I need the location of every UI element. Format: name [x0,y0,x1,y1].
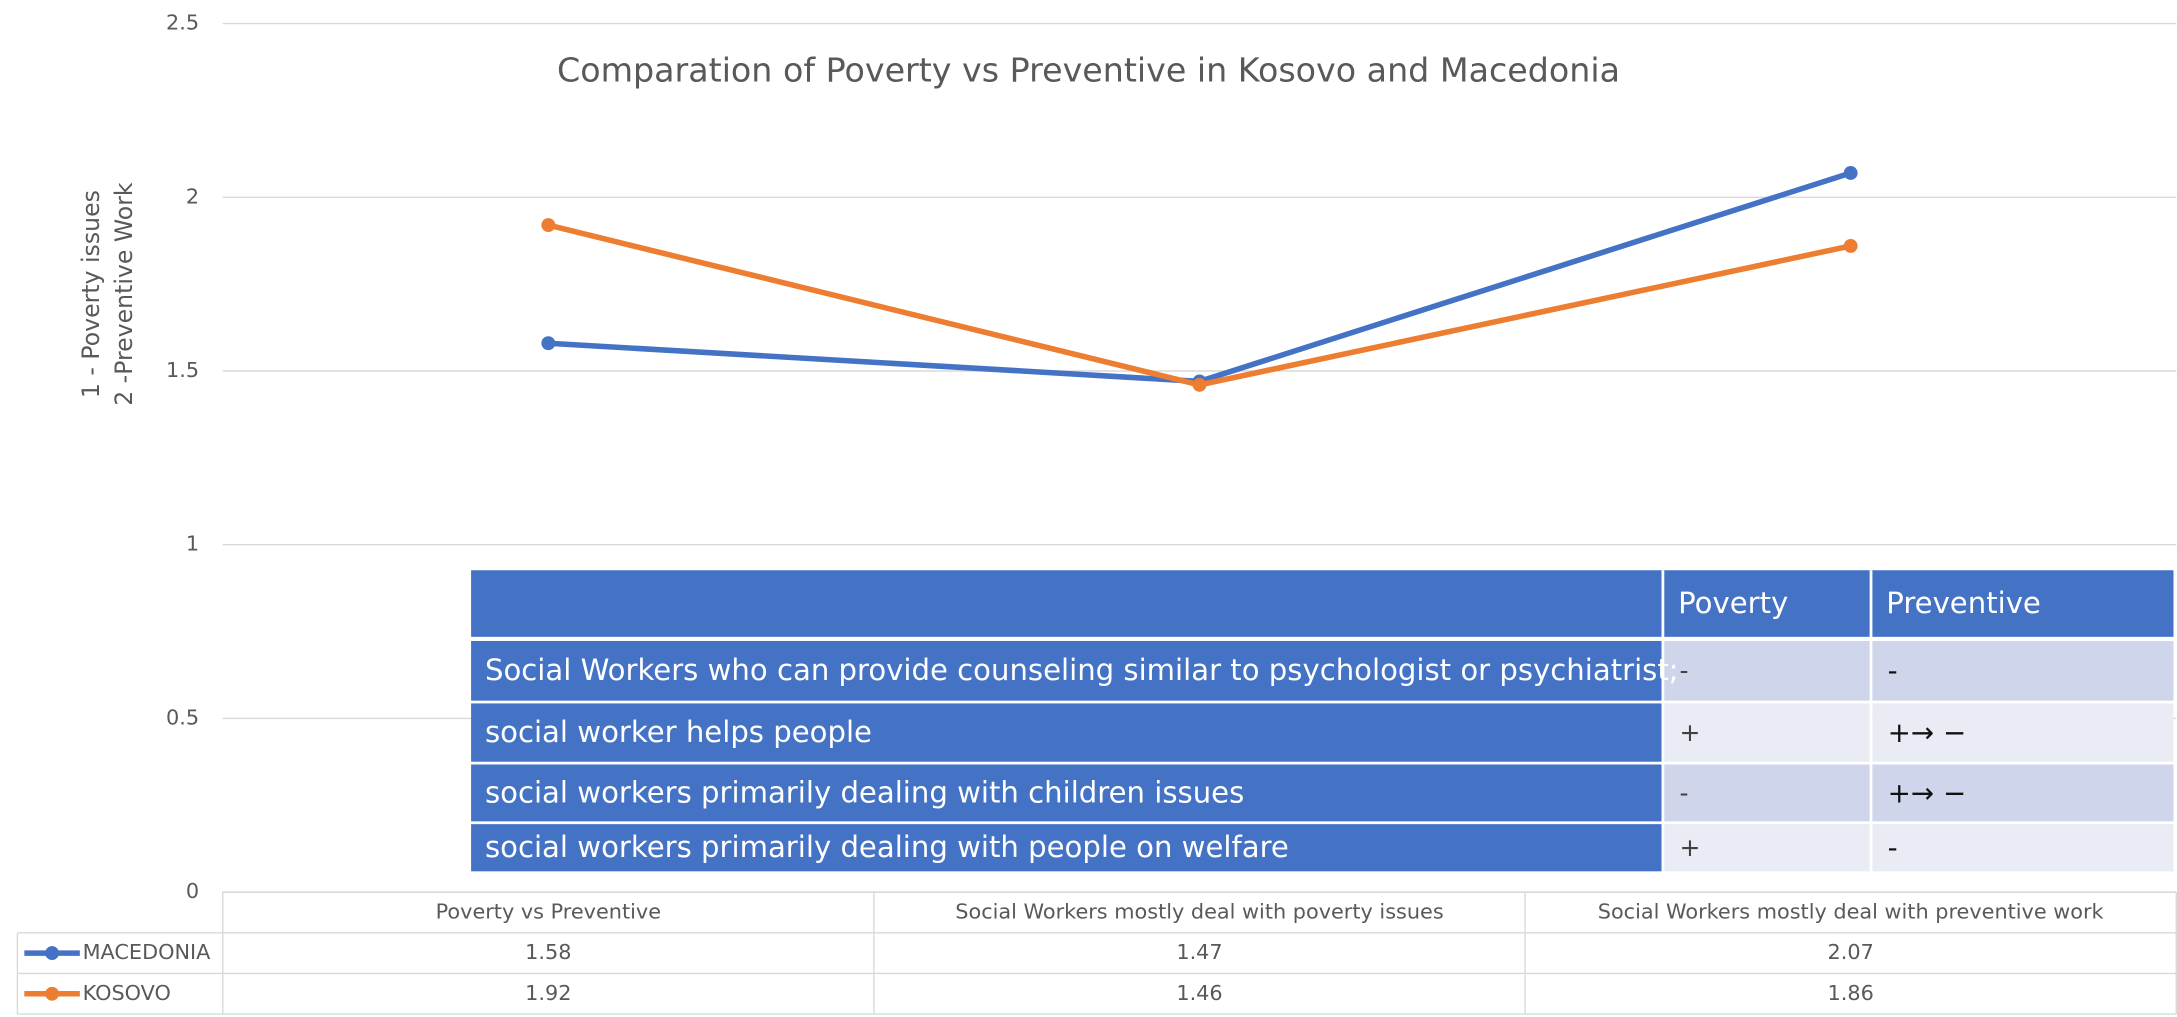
table-cell-bg [1872,641,2174,701]
table-header [471,570,2174,637]
table-row-label: social workers primarily dealing with pe… [485,830,1289,864]
table-header-cell: Poverty [1678,586,1788,620]
marker [1843,238,1858,253]
marker [541,218,556,233]
y-tick-label: 2 [186,184,199,208]
data-label: 1.86 [1828,981,1874,1005]
table-cell: + [1680,833,1701,862]
table-row-label-bg [471,764,1662,822]
y-tick-label: 0.5 [166,705,199,729]
y-tick-label: 1.5 [166,358,199,382]
table-cell-bg [1872,703,2174,762]
table-row-label-bg [471,641,1662,701]
table-cell-bg [1872,824,2174,872]
table-header-cell: Preventive [1886,586,2041,620]
table-row-label: Social Workers who can provide counselin… [485,653,1679,687]
data-label: 1.47 [1176,940,1222,964]
legend-marker [45,946,60,961]
table-cell-bg [1664,703,1870,762]
data-label: 1.46 [1176,981,1222,1005]
table-cell: +→ − [1888,716,1967,749]
legend-label: MACEDONIA [83,940,212,964]
data-label: 2.07 [1828,940,1874,964]
series-line [548,170,1852,385]
legend-label: KOSOVO [83,981,171,1005]
chart-title: Comparation of Poverty vs Preventive in … [557,51,1620,90]
table-cell-bg [1664,641,1870,701]
legend-marker [45,986,60,1001]
y-axis-label: 1 - Poverty issues [77,190,105,398]
x-tick-label: Social Workers mostly deal with poverty … [955,899,1443,923]
series-line [547,222,1852,388]
table-row-label: social workers primarily dealing with ch… [485,775,1244,809]
table-cell-bg [1872,764,2174,822]
table-cell: - [1680,778,1689,807]
table-row-label: social worker helps people [485,715,872,749]
marker [1192,377,1207,392]
table-row-label-bg [471,703,1662,762]
y-tick-label: 0 [186,879,199,903]
table-cell-bg [1664,764,1870,822]
x-tick-label: Poverty vs Preventive [436,899,661,923]
table-cell: - [1680,656,1689,685]
table-cell: - [1888,654,1898,687]
x-tick-label: Social Workers mostly deal with preventi… [1598,899,2104,923]
y-axis-label: 2 -Preventive Work [110,182,138,406]
marker [1843,166,1858,180]
table-cell: +→ − [1888,776,1967,809]
marker [541,336,556,351]
data-label: 1.92 [525,981,571,1005]
table-cell-bg [1664,824,1870,872]
table-cell: + [1680,718,1701,747]
data-label: 1.58 [525,940,571,964]
table-cell: - [1888,831,1898,864]
y-tick-label: 1 [186,532,199,556]
table-row-label-bg [471,824,1662,872]
y-tick-label: 2.5 [166,11,199,35]
